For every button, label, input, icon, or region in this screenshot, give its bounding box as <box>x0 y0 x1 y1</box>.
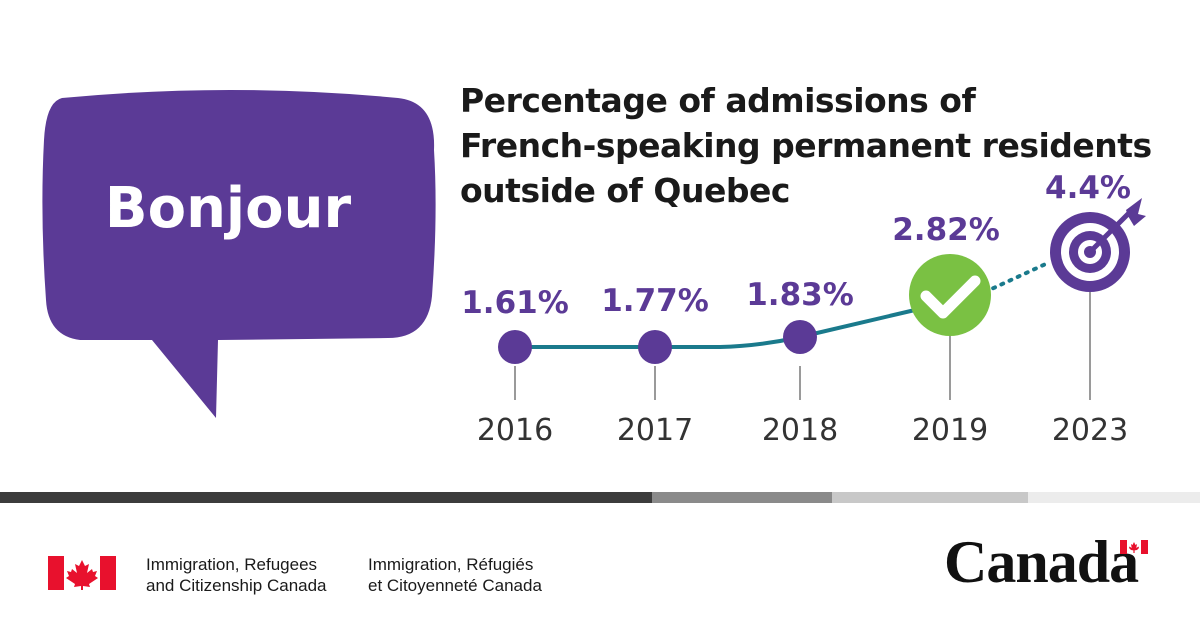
title-line-3: outside of Quebec <box>460 171 790 210</box>
dept-en-line-2: and Citizenship Canada <box>146 576 327 595</box>
department-name-en: Immigration, Refugees and Citizenship Ca… <box>146 554 327 596</box>
series-line-2018-2019 <box>799 308 916 339</box>
title-line-2: French-speaking permanent residents <box>460 126 1152 165</box>
data-label-2018: 1.83% <box>746 277 854 313</box>
x-label-2016: 2016 <box>477 413 553 448</box>
data-label-2023: 4.4% <box>1045 170 1131 206</box>
marker-2018 <box>783 320 817 354</box>
x-label-2018: 2018 <box>762 413 838 448</box>
arrow-shaft <box>1088 208 1134 254</box>
bubble-greeting: Bonjour <box>104 176 352 241</box>
year-label-group: 2016 2017 2018 2019 2023 <box>477 413 1128 448</box>
data-label-2019: 2.82% <box>892 212 1000 248</box>
department-name-fr: Immigration, Réfugiés et Citoyenneté Can… <box>368 554 542 596</box>
series-line-2019-2023-dotted <box>983 260 1052 294</box>
data-label-2016: 1.61% <box>461 285 569 321</box>
dept-fr-line-1: Immigration, Réfugiés <box>368 555 534 574</box>
marker-2017 <box>638 330 672 364</box>
tick-group <box>514 292 1091 400</box>
data-label-2017: 1.77% <box>601 283 709 319</box>
canada-flag-icon <box>48 556 116 590</box>
band-segment-4 <box>1028 492 1200 503</box>
data-label-group: 1.61% 1.77% 1.83% 2.82% 4.4% <box>461 170 1131 321</box>
canada-wordmark: Canada <box>944 529 1139 595</box>
dept-en-line-1: Immigration, Refugees <box>146 555 318 574</box>
arrow-fletching-icon <box>1126 198 1146 226</box>
chart-title: Percentage of admissions of French-speak… <box>460 78 1180 213</box>
checkmark-tick <box>920 275 981 319</box>
line-chart: 1.61% 1.77% 1.83%2.82%4.4% 2016 2017 2018 201… <box>461 170 1146 448</box>
x-label-2017: 2017 <box>617 413 693 448</box>
x-label-2023: 2023 <box>1052 413 1128 448</box>
speech-bubble-icon <box>42 90 436 418</box>
wordmark-flag-icon <box>1120 540 1148 554</box>
band-segment-1 <box>0 492 652 503</box>
band-segment-3 <box>832 492 1028 503</box>
dept-fr-line-2: et Citoyenneté Canada <box>368 576 542 595</box>
marker-group <box>498 198 1146 364</box>
title-line-1: Percentage of admissions of <box>460 81 976 120</box>
band-segment-2 <box>652 492 832 503</box>
marker-2016 <box>498 330 532 364</box>
x-label-2019: 2019 <box>912 413 988 448</box>
speech-bubble-shape <box>42 90 436 418</box>
checkmark-icon <box>909 254 991 336</box>
